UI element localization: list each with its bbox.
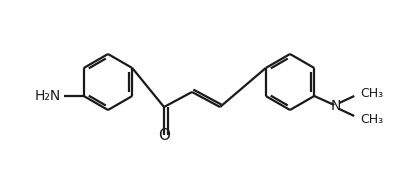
Text: CH₃: CH₃ [360,87,384,99]
Text: H₂N: H₂N [35,89,61,103]
Text: N: N [331,99,341,113]
Text: CH₃: CH₃ [360,112,384,126]
Text: O: O [158,128,170,143]
